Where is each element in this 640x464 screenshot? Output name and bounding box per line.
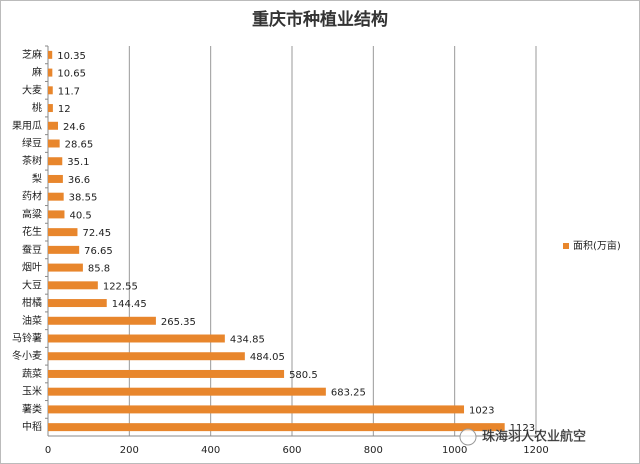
y-tick-label: 桃 xyxy=(32,101,42,114)
y-tick-label: 大豆 xyxy=(22,278,42,291)
y-tick-label: 中稻 xyxy=(22,420,42,433)
value-label: 144.45 xyxy=(112,299,147,310)
bar xyxy=(48,228,78,237)
x-tick-label: 1000 xyxy=(442,445,467,456)
value-label: 1023 xyxy=(469,405,494,416)
bar xyxy=(48,387,326,396)
bar xyxy=(48,174,63,183)
bar xyxy=(48,121,59,130)
value-label: 28.65 xyxy=(65,140,94,151)
y-tick-label: 马铃薯 xyxy=(12,332,42,345)
x-tick-label: 600 xyxy=(282,445,301,456)
value-label: 683.25 xyxy=(331,388,366,399)
y-tick-label: 梨 xyxy=(32,172,42,185)
value-label: 12 xyxy=(58,104,71,115)
y-tick-label: 蚕豆 xyxy=(22,244,42,256)
value-label: 40.5 xyxy=(69,210,91,221)
legend-swatch xyxy=(563,243,569,249)
y-tick-label: 果用瓜 xyxy=(12,120,42,132)
value-label: 484.05 xyxy=(250,352,285,363)
value-label: 265.35 xyxy=(161,317,196,328)
chart-title: 重庆市种植业结构 xyxy=(252,9,388,30)
y-tick-label: 柑橘 xyxy=(22,296,42,309)
y-tick-label: 绿豆 xyxy=(22,137,42,150)
value-label: 10.35 xyxy=(57,51,86,62)
bar xyxy=(48,281,98,290)
legend-label: 面积(万亩) xyxy=(573,239,621,252)
value-label: 1123 xyxy=(510,423,535,434)
y-tick-label: 玉米 xyxy=(22,385,42,398)
x-tick-label: 400 xyxy=(201,445,220,456)
bar xyxy=(48,139,60,148)
x-tick-label: 0 xyxy=(45,445,51,456)
y-tick-label: 花生 xyxy=(22,225,42,238)
value-label: 434.85 xyxy=(230,335,265,346)
bar xyxy=(48,245,80,254)
bar xyxy=(48,263,83,272)
y-tick-label: 油菜 xyxy=(22,314,42,327)
y-tick-label: 芝麻 xyxy=(22,48,42,61)
value-label: 122.55 xyxy=(103,281,138,292)
y-tick-label: 冬小麦 xyxy=(12,349,42,362)
value-label: 580.5 xyxy=(289,370,318,381)
watermark-icon xyxy=(459,428,477,446)
y-tick-label: 茶树 xyxy=(22,154,42,167)
value-label: 10.65 xyxy=(57,69,86,80)
value-label: 72.45 xyxy=(82,228,111,239)
annotation: 珠海羽人农业航空 xyxy=(482,429,586,445)
bar xyxy=(48,352,245,361)
x-tick-label: 1200 xyxy=(523,445,548,456)
y-tick-label: 麻 xyxy=(32,66,42,79)
y-tick-label: 药材 xyxy=(22,190,42,203)
bar xyxy=(48,192,64,201)
bar xyxy=(48,68,53,77)
bar xyxy=(48,316,156,325)
y-tick-label: 高粱 xyxy=(22,207,42,220)
value-label: 85.8 xyxy=(88,264,110,275)
x-tick-label: 800 xyxy=(364,445,383,456)
x-tick-label: 200 xyxy=(120,445,139,456)
bar xyxy=(48,104,53,113)
bar xyxy=(48,50,53,59)
bar xyxy=(48,299,107,308)
bar xyxy=(48,423,505,432)
value-label: 11.7 xyxy=(58,86,80,97)
bar xyxy=(48,86,53,95)
bar xyxy=(48,210,65,219)
y-tick-label: 大麦 xyxy=(22,83,42,96)
y-tick-label: 薯类 xyxy=(22,402,42,415)
value-label: 24.6 xyxy=(63,122,85,133)
value-label: 35.1 xyxy=(67,157,89,168)
value-label: 76.65 xyxy=(84,246,113,257)
bar xyxy=(48,369,285,378)
value-label: 38.55 xyxy=(69,193,98,204)
y-tick-label: 烟叶 xyxy=(22,261,42,274)
y-tick-label: 蔬菜 xyxy=(22,368,42,380)
value-label: 36.6 xyxy=(68,175,90,186)
bar xyxy=(48,157,63,166)
bar xyxy=(48,405,465,414)
bar xyxy=(48,334,225,343)
